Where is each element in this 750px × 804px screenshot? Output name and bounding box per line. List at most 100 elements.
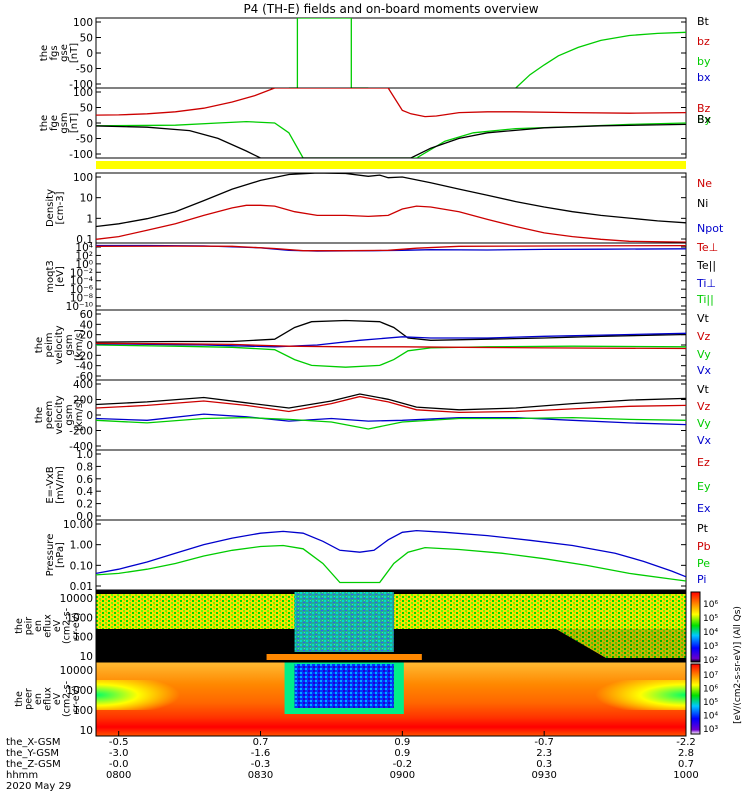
legend-label: Ey	[697, 480, 711, 493]
y-axis-label: [km/s]	[74, 399, 85, 431]
y-axis-label: gse	[59, 44, 70, 62]
colorbar-tick: 10⁶	[703, 600, 718, 610]
legend-label: Ex	[697, 502, 711, 515]
y-tick-label: 1.00	[70, 540, 93, 552]
spectrogram-side-right	[556, 680, 686, 710]
ephemeris-value: -2.2	[676, 737, 696, 748]
legend-label: Ti⊥	[696, 277, 716, 290]
y-tick-label: 50	[80, 33, 93, 45]
ephemeris-value: -0.5	[109, 737, 129, 748]
colorbar-tick: 10⁵	[703, 614, 718, 624]
ephemeris-label: the_Y-GSM	[6, 748, 59, 759]
legend-label: Pt	[697, 522, 709, 535]
legend-label: Bz	[697, 102, 711, 115]
legend-label: Ti||	[696, 293, 714, 306]
series-line-peem-vt	[96, 393, 686, 411]
ephemeris-value: 2.8	[678, 748, 694, 759]
series-line-peim-vt	[96, 319, 686, 343]
legend-label: Vz	[697, 330, 711, 343]
y-tick-label: 10⁻²	[70, 267, 93, 279]
y-tick-label: -50	[76, 64, 93, 76]
spectrogram-axis-peir: 10000 1000 100 10 thepeirenefluxeV(cm2-s-sr-…	[14, 593, 93, 663]
y-axis-label: eV	[52, 619, 63, 632]
y-axis-label: velocity	[54, 395, 65, 434]
y-axis-label: [nT]	[69, 43, 80, 63]
y-tick-label: 10⁻¹⁰	[66, 301, 93, 313]
y-tick-label: 0	[86, 340, 93, 352]
ephemeris-value: 0.7	[678, 759, 694, 770]
y-tick-label: 10000	[60, 593, 93, 605]
spectrogram-band-right	[393, 594, 686, 629]
legend-label: Npot	[697, 222, 724, 235]
legend-label: Ez	[697, 456, 710, 469]
series-line-peem-vy	[96, 416, 686, 430]
y-tick-label: 0.4	[76, 486, 93, 498]
series-line-pressure-pe	[96, 544, 686, 584]
chart-title: P4 (TH-E) fields and on-board moments ov…	[243, 2, 538, 16]
series-line-fgs-by	[515, 31, 686, 88]
panel-frame	[95, 661, 687, 737]
panel-frame	[95, 379, 687, 451]
y-axis-label: gsm	[64, 334, 75, 355]
y-axis-label: gsm	[59, 112, 70, 133]
ephemeris-value: -0.2	[393, 759, 413, 770]
y-tick-label: 0.8	[76, 461, 93, 473]
y-axis-label: [eV]	[55, 266, 66, 287]
y-tick-label: 1000	[66, 685, 93, 697]
y-axis-label: fge	[49, 115, 60, 131]
panel-frame	[95, 87, 687, 159]
y-tick-label: 200	[73, 395, 93, 407]
panel-fgs: 100 50 0 -50 -100 the fgs gse [nT] Bt bz by bx	[39, 15, 711, 91]
y-tick-label: -100	[69, 79, 93, 91]
y-axis-label: eflux	[43, 687, 54, 711]
y-tick-label: 1.0	[76, 449, 93, 461]
y-tick-label: 0.01	[70, 581, 93, 593]
colorbar-tick: 10³	[703, 642, 718, 652]
legend-label: Vt	[697, 383, 710, 396]
y-axis-label: the	[14, 691, 25, 707]
colorbar-upper	[690, 591, 701, 663]
legend-label: Te||	[696, 259, 716, 272]
y-tick-label: 0.1	[76, 234, 93, 246]
series-line-pressure-pi	[96, 529, 686, 578]
y-axis-label: sr-eV)	[71, 685, 82, 713]
ephemeris-value: -0.7	[534, 737, 554, 748]
ephemeris-value: -1.6	[251, 748, 271, 759]
ephemeris-value: 2.3	[536, 748, 552, 759]
y-tick-label: 100	[73, 172, 93, 184]
y-tick-label: 10²	[75, 250, 93, 262]
panel-peem: 400 200 0 -200 -400 the peem velocity gsm [km/s] V…	[34, 379, 712, 453]
ephemeris-value: 0930	[531, 770, 556, 781]
legend-label: bx	[697, 71, 711, 84]
y-tick-label: 0.2	[76, 499, 93, 511]
y-tick-label: 100	[73, 87, 93, 99]
y-axis-label: the	[14, 618, 25, 634]
y-tick-label: 400	[73, 379, 93, 391]
legend-label: by	[697, 55, 711, 68]
ephemeris-value: 0800	[106, 770, 131, 781]
series-line-fge-by	[96, 120, 686, 158]
y-tick-label: 20	[80, 330, 93, 342]
y-axis-label: (cm2-s-	[62, 681, 73, 717]
series-line-fge-bz	[96, 88, 686, 118]
colorbar: 10⁶ 10⁵ 10⁴ 10³ 10² 10⁷ 10⁶ 10⁵ 10⁴ 10³ [eV/(cm2-s…	[690, 591, 743, 735]
spectrogram-core	[294, 664, 394, 708]
ephemeris-value: 1000	[673, 770, 698, 781]
y-tick-label: 0.10	[70, 560, 93, 572]
spectrogram-tail	[556, 629, 686, 658]
spectrogram-band-left	[96, 594, 295, 629]
y-tick-label: -60	[76, 371, 93, 383]
y-tick-label: 1000	[66, 612, 93, 624]
y-tick-label: 1	[86, 213, 93, 225]
y-tick-label: 10⁻⁸	[70, 293, 93, 305]
series-line-peem-vx	[96, 413, 686, 426]
legend-label: Vy	[697, 417, 711, 430]
y-axis-label: the	[39, 115, 50, 131]
spectrogram-core	[294, 592, 394, 652]
legend-label: Te⊥	[696, 241, 718, 254]
y-tick-label: 10⁻⁶	[70, 284, 93, 296]
series-line-moqt3-te	[96, 244, 686, 252]
series-line-fge-bx	[96, 123, 686, 158]
legend-label: Bt	[697, 15, 710, 28]
y-tick-label: -200	[69, 426, 93, 438]
